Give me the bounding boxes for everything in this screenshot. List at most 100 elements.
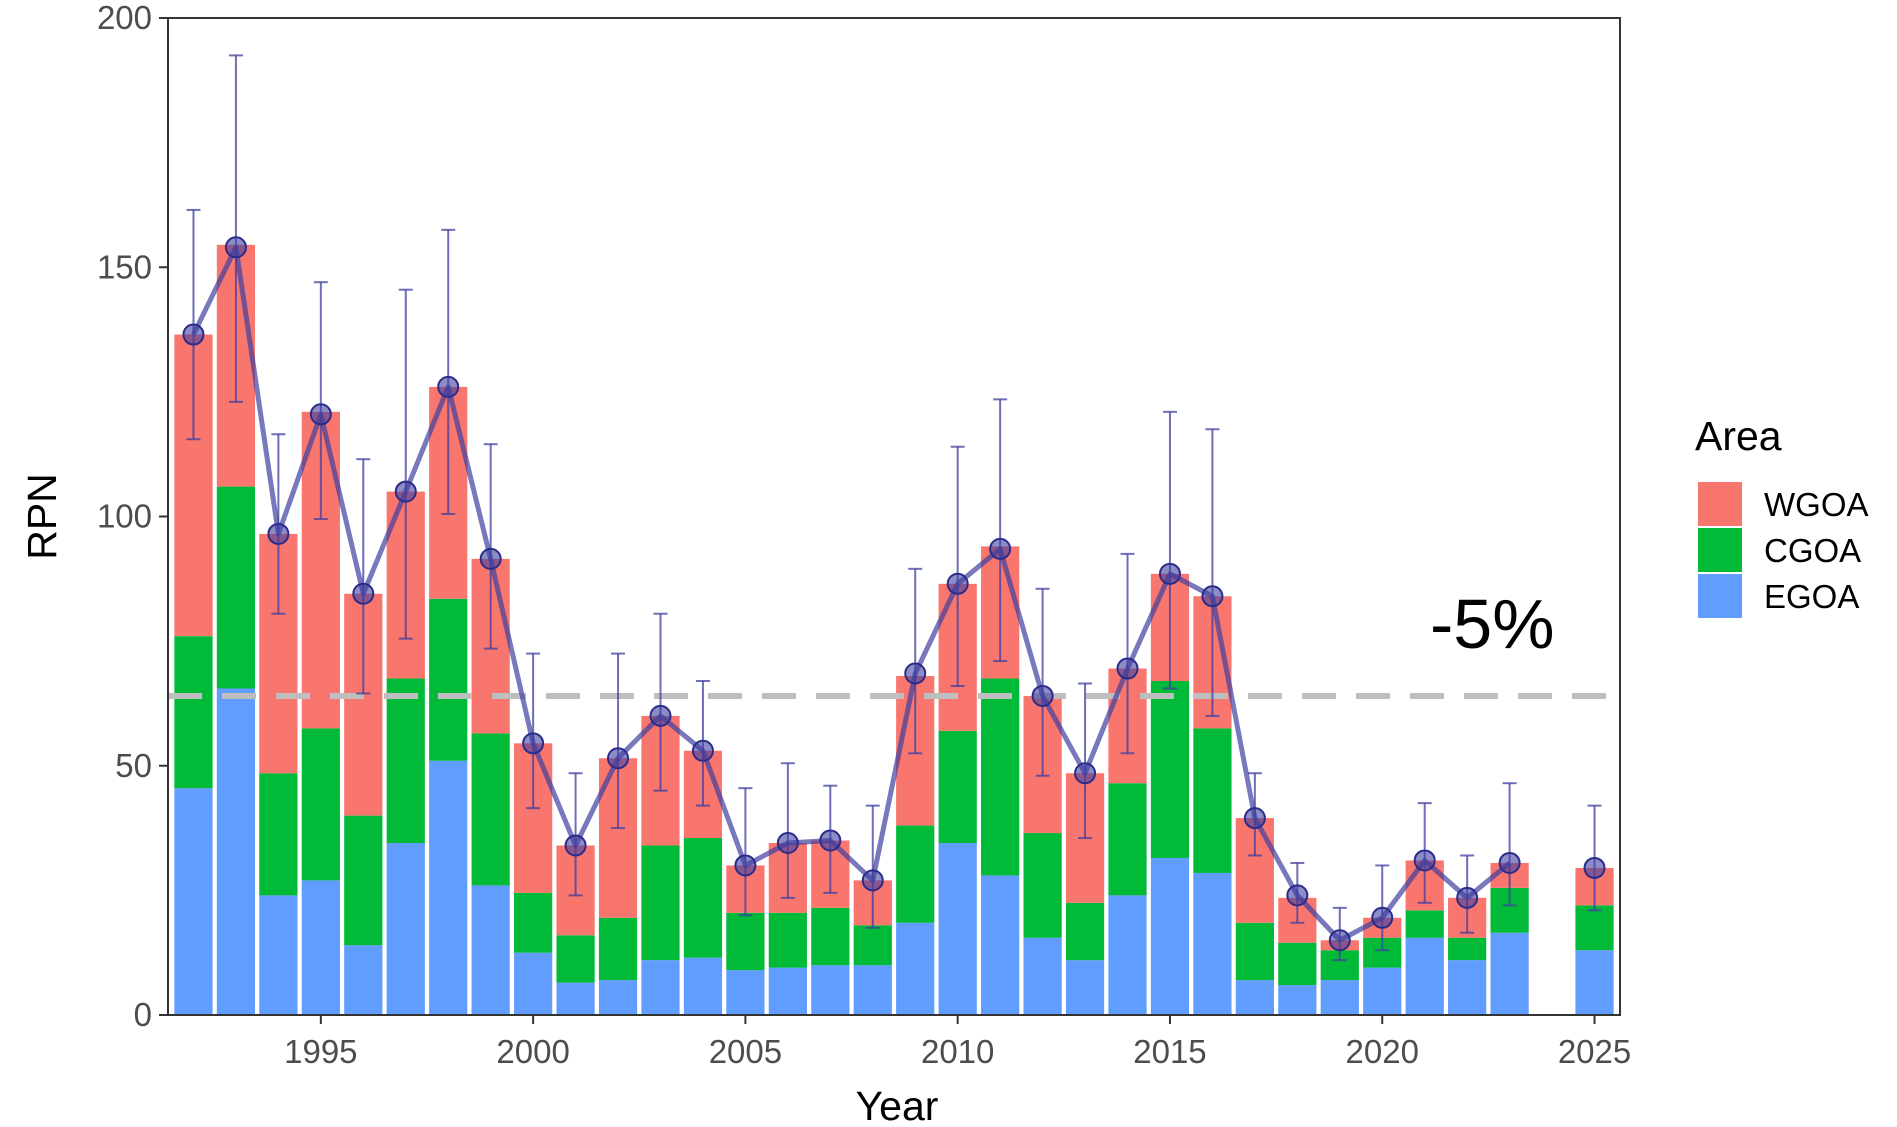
rpn-point-2008 <box>861 869 884 892</box>
bar-egoa-1999 <box>471 885 510 1015</box>
rpn-point-2005 <box>734 854 757 877</box>
y-axis: 0 50 100 150 200 <box>97 0 168 1033</box>
x-tick-label-2005: 2005 <box>709 1033 782 1070</box>
y-axis-title: RPN <box>19 473 65 560</box>
rpn-line <box>191 244 1512 943</box>
bar-cgoa-2011 <box>981 678 1020 876</box>
bar-cgoa-2001 <box>556 935 595 983</box>
bar-cgoa-1996 <box>344 815 383 946</box>
rpn-point-2013 <box>1074 762 1097 785</box>
x-tick-label-2000: 2000 <box>496 1033 569 1070</box>
rpn-point-2007 <box>819 829 842 852</box>
legend-key-egoa <box>1698 574 1742 618</box>
rpn-point-1992 <box>182 323 205 346</box>
bar-egoa-2011 <box>981 875 1020 1015</box>
panel-border <box>167 17 1621 1016</box>
x-axis-title: Year <box>856 1083 939 1127</box>
bar-egoa-2025 <box>1575 950 1614 1015</box>
rpn-point-2022 <box>1456 886 1479 909</box>
bar-cgoa-1993 <box>216 486 256 689</box>
bar-egoa-2022 <box>1448 960 1487 1015</box>
bar-cgoa-1998 <box>429 598 468 761</box>
bar-cgoa-2003 <box>641 845 680 961</box>
bar-egoa-2005 <box>726 970 765 1015</box>
rpn-point-2006 <box>776 832 799 855</box>
rpn-point-2002 <box>607 747 630 770</box>
bar-egoa-2007 <box>811 965 850 1015</box>
bar-egoa-2006 <box>768 967 807 1015</box>
bar-egoa-1996 <box>344 945 383 1015</box>
rpn-point-1998 <box>437 375 460 398</box>
bar-cgoa-2015 <box>1150 681 1190 858</box>
bar-cgoa-2014 <box>1108 783 1147 896</box>
rpn-point-2003 <box>649 704 672 727</box>
bar-cgoa-1994 <box>259 773 298 896</box>
rpn-point-2021 <box>1413 849 1436 872</box>
rpn-point-2004 <box>691 739 714 762</box>
rpn-point-2015 <box>1158 562 1181 585</box>
bar-cgoa-2022 <box>1448 937 1487 961</box>
rpn-point-1997 <box>394 480 417 503</box>
bar-egoa-2012 <box>1023 937 1062 1015</box>
x-tick-label-2025: 2025 <box>1558 1033 1631 1070</box>
bar-cgoa-2005 <box>726 912 765 971</box>
legend-key-cgoa <box>1698 528 1742 572</box>
rpn-point-1996 <box>352 582 375 605</box>
rpn-point-2016 <box>1201 585 1224 608</box>
rpn-point-1993 <box>224 236 247 259</box>
y-tick-label-0: 0 <box>134 996 152 1033</box>
rpn-point-2012 <box>1031 684 1054 707</box>
bar-cgoa-2017 <box>1235 922 1274 981</box>
rpn-point-1994 <box>267 522 290 545</box>
bar-cgoa-2016 <box>1193 728 1232 873</box>
bar-egoa-1994 <box>259 895 298 1015</box>
x-tick-label-2015: 2015 <box>1133 1033 1206 1070</box>
bar-egoa-2014 <box>1108 895 1147 1015</box>
bar-cgoa-2012 <box>1023 833 1062 938</box>
y-tick-label-50: 50 <box>115 747 152 784</box>
bar-egoa-1995 <box>301 880 340 1015</box>
legend-label-wgoa: WGOA <box>1764 486 1869 523</box>
bar-egoa-2020 <box>1363 967 1402 1015</box>
rpn-point-2023 <box>1498 851 1521 874</box>
bar-egoa-2009 <box>896 922 935 1015</box>
bar-cgoa-2021 <box>1405 910 1444 938</box>
bar-egoa-2019 <box>1320 980 1359 1015</box>
bar-egoa-2015 <box>1150 857 1190 1015</box>
bar-egoa-2000 <box>514 952 553 1015</box>
rpn-point-2014 <box>1116 657 1139 680</box>
bar-egoa-2023 <box>1490 932 1529 1015</box>
bar-egoa-2021 <box>1405 937 1444 1015</box>
legend-title: Area <box>1695 413 1782 459</box>
y-tick-label-150: 150 <box>97 248 152 285</box>
x-tick-label-2010: 2010 <box>921 1033 994 1070</box>
x-tick-label-2020: 2020 <box>1346 1033 1419 1070</box>
y-tick-label-200: 200 <box>97 0 152 36</box>
bar-cgoa-2009 <box>896 825 935 923</box>
bar-egoa-2002 <box>598 980 638 1015</box>
bar-cgoa-2004 <box>683 838 723 958</box>
bar-cgoa-2006 <box>768 912 807 968</box>
bar-cgoa-2008 <box>853 925 892 966</box>
bar-egoa-2016 <box>1193 872 1232 1015</box>
bar-cgoa-2025 <box>1575 905 1614 951</box>
bar-egoa-1998 <box>429 760 468 1015</box>
bar-egoa-2003 <box>641 960 680 1015</box>
bar-cgoa-2013 <box>1065 902 1105 961</box>
bar-egoa-2018 <box>1278 985 1317 1015</box>
legend-label-cgoa: CGOA <box>1764 532 1861 569</box>
rpn-point-2011 <box>989 537 1012 560</box>
rpn-point-2009 <box>904 662 927 685</box>
rpn-point-2000 <box>522 732 545 755</box>
change-annotation: -5% <box>1430 585 1554 663</box>
legend: Area WGOA CGOA EGOA <box>1695 413 1869 618</box>
bar-egoa-1993 <box>216 688 256 1015</box>
bar-egoa-2017 <box>1235 980 1274 1015</box>
bar-cgoa-2010 <box>938 730 977 844</box>
bar-egoa-2008 <box>853 965 892 1015</box>
bar-cgoa-1999 <box>471 733 510 886</box>
bar-cgoa-2018 <box>1278 942 1317 986</box>
bar-cgoa-2007 <box>811 907 850 966</box>
rpn-point-2017 <box>1243 807 1266 830</box>
